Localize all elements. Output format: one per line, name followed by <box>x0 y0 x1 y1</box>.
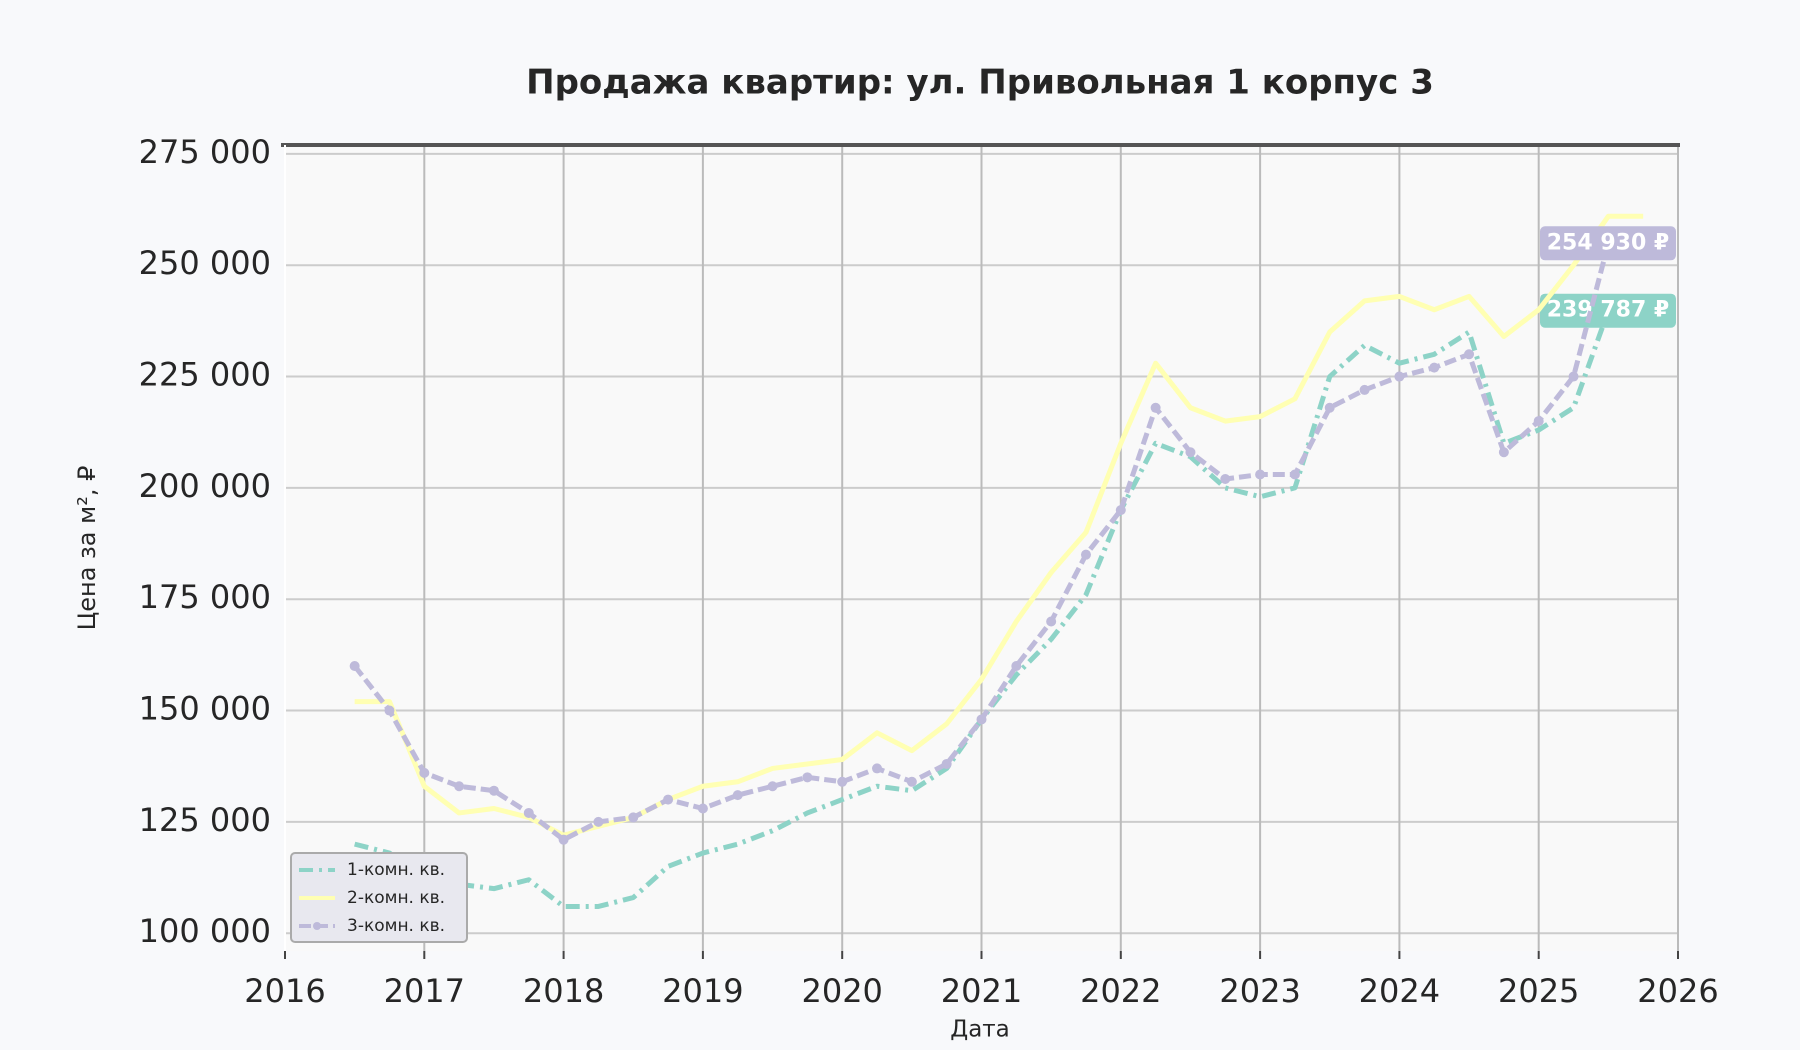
series-marker <box>1289 469 1300 480</box>
series-marker <box>1011 661 1022 672</box>
x-tick-label: 2021 <box>941 972 1022 1010</box>
series-marker <box>732 790 743 801</box>
value-label: 239 787 ₽ <box>1547 298 1669 323</box>
value-label-box <box>1540 226 1676 261</box>
x-tick-label: 2026 <box>1637 972 1718 1010</box>
series-marker <box>349 661 360 672</box>
y-tick-label: 225 000 <box>139 356 271 394</box>
y-tick-label: 200 000 <box>139 467 271 505</box>
series-marker <box>697 803 708 814</box>
x-tick-label: 2025 <box>1498 972 1579 1010</box>
y-tick-label: 175 000 <box>139 578 271 616</box>
series-marker <box>454 781 465 792</box>
series-marker <box>663 794 674 805</box>
series-marker <box>1255 469 1266 480</box>
series-marker <box>419 767 430 778</box>
x-tick-label: 2022 <box>1080 972 1161 1010</box>
legend-label: 2-комн. кв. <box>347 888 445 908</box>
series-marker <box>1185 447 1196 458</box>
series-marker <box>1464 349 1475 360</box>
series-marker <box>488 785 499 796</box>
y-tick-label: 125 000 <box>139 801 271 839</box>
y-tick-label: 250 000 <box>139 244 271 282</box>
series-marker <box>1394 371 1405 382</box>
series-marker <box>1115 505 1126 516</box>
series-marker <box>593 816 604 827</box>
series-line <box>354 213 1644 838</box>
series-marker <box>802 772 813 783</box>
series-marker <box>1498 447 1509 458</box>
value-label-box <box>1540 293 1676 328</box>
y-axis-label: Цена за м², ₽ <box>73 466 101 631</box>
series-marker <box>1324 402 1335 413</box>
series-marker <box>906 776 917 787</box>
x-tick-label: 2024 <box>1359 972 1440 1010</box>
x-tick-label: 2018 <box>523 972 604 1010</box>
x-tick-label: 2020 <box>801 972 882 1010</box>
y-tick-label: 150 000 <box>139 690 271 728</box>
series-marker <box>1220 473 1231 484</box>
series-marker <box>837 776 848 787</box>
x-axis-label: Дата <box>950 1017 1010 1043</box>
y-tick-label: 100 000 <box>139 912 271 950</box>
chart-title: Продажа квартир: ул. Привольная 1 корпус… <box>526 63 1434 103</box>
x-tick-label: 2019 <box>662 972 743 1010</box>
x-tick-label: 2016 <box>244 972 325 1010</box>
legend-label: 3-комн. кв. <box>347 916 445 936</box>
series-marker <box>872 763 883 774</box>
series-marker <box>1046 616 1057 627</box>
legend-label: 1-комн. кв. <box>347 860 445 880</box>
series-marker <box>628 812 639 823</box>
series-marker <box>1359 384 1370 395</box>
series-marker <box>1568 371 1579 382</box>
series-marker <box>558 834 569 845</box>
series-marker <box>523 807 534 818</box>
x-tick-label: 2023 <box>1219 972 1300 1010</box>
x-tick-label: 2017 <box>384 972 465 1010</box>
series-marker <box>1080 549 1091 560</box>
legend-box <box>290 852 468 943</box>
series-marker <box>1150 402 1161 413</box>
series-marker <box>976 714 987 725</box>
series-marker <box>767 781 778 792</box>
series-marker <box>1533 416 1544 427</box>
value-label: 254 930 ₽ <box>1547 230 1669 255</box>
series-marker <box>1429 362 1440 373</box>
legend-marker <box>313 922 321 930</box>
series-marker <box>384 705 395 716</box>
y-tick-label: 275 000 <box>139 133 271 171</box>
series-marker <box>941 758 952 769</box>
